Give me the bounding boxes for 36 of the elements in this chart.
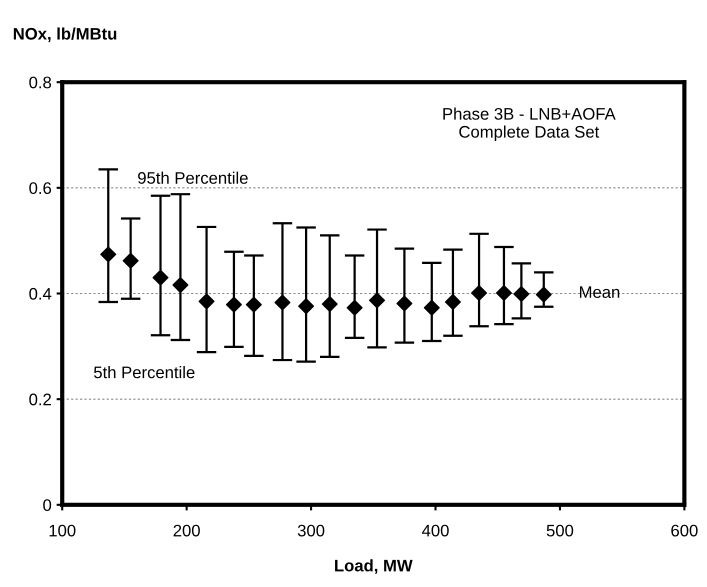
annotation: Mean <box>580 286 620 298</box>
point <box>322 296 338 312</box>
point <box>369 292 386 308</box>
x-tick-label: 300 <box>298 524 324 537</box>
point <box>246 296 262 313</box>
y-tick-label: 0.8 <box>29 76 52 88</box>
point <box>274 294 290 310</box>
point <box>346 300 363 316</box>
y-tick-label: 0.6 <box>29 182 52 194</box>
annotation: 95th Percentile <box>138 172 248 184</box>
point <box>298 298 314 314</box>
point <box>471 284 488 301</box>
x-tick-label: 100 <box>50 524 76 537</box>
point <box>496 284 512 301</box>
point <box>100 246 116 262</box>
y-tick-label: 0 <box>43 499 52 512</box>
x-tick-label: 600 <box>671 524 698 537</box>
point <box>444 294 461 310</box>
point <box>536 286 552 303</box>
x-tick-label: 400 <box>422 524 449 537</box>
point <box>122 252 139 269</box>
point <box>172 277 188 294</box>
annotation: Phase 3B - LNB+AOFA Complete Data Set <box>443 108 616 142</box>
y-tick-label: 0.4 <box>29 288 52 300</box>
x-axis-title: Load, MW <box>335 559 413 574</box>
point <box>152 270 168 286</box>
point <box>513 286 530 302</box>
annotation: 5th Percentile <box>94 366 194 378</box>
y-tick-label: 0.2 <box>29 394 51 406</box>
y-axis-title: NOx, lb/MBtu <box>14 27 116 42</box>
point <box>396 296 412 312</box>
x-tick-label: 200 <box>174 524 200 537</box>
point <box>226 296 242 313</box>
point <box>198 293 215 310</box>
point <box>424 300 440 316</box>
x-tick-label: 500 <box>546 524 574 537</box>
